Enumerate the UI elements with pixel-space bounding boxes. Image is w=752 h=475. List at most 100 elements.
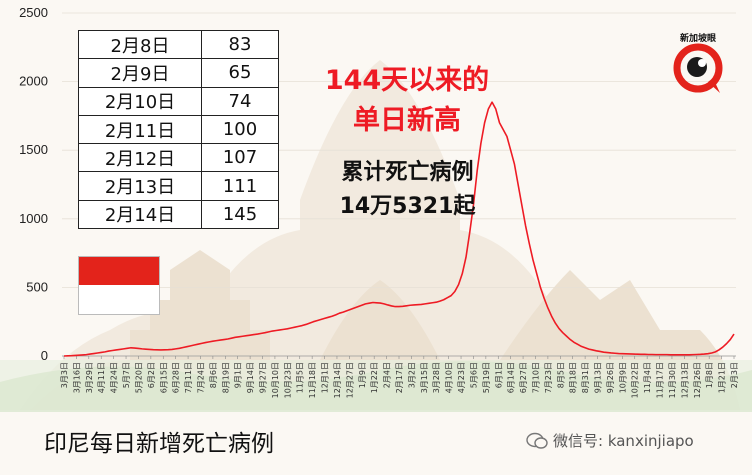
x-tick-label: 10月10日 xyxy=(271,362,280,398)
x-tick-label: 4月24日 xyxy=(110,362,119,393)
x-tick-label: 2月17日 xyxy=(395,362,404,393)
x-tick-label: 3月3日 xyxy=(60,362,69,388)
x-tick-label: 11月4日 xyxy=(643,362,652,393)
table-date-cell: 2月10日 xyxy=(78,86,202,116)
x-tick-label: 12月14日 xyxy=(333,362,342,398)
y-tick-label: 500 xyxy=(26,279,48,294)
x-tick-label: 11月30日 xyxy=(668,362,677,398)
x-tick-label: 5月20日 xyxy=(134,362,143,393)
x-tick-label: 3月29日 xyxy=(85,362,94,393)
x-tick-label: 12月26日 xyxy=(693,362,702,398)
table-date-cell: 2月9日 xyxy=(78,58,202,88)
recent-deaths-table: 2月8日 83 2月9日 65 2月10日 74 2月11日 100 2月12日 107 2月13日… xyxy=(78,29,279,230)
x-tick-label: 11月18日 xyxy=(308,362,317,398)
x-tick-label: 10月22日 xyxy=(631,362,640,398)
table-value-cell: 107 xyxy=(201,143,279,173)
x-tick-label: 9月1日 xyxy=(234,362,243,388)
table-date-cell: 2月11日 xyxy=(78,114,202,145)
table-row: 2月12日 107 xyxy=(78,143,279,173)
x-tick-label: 1月9日 xyxy=(358,362,367,388)
x-tick-label: 7月11日 xyxy=(184,362,193,393)
table-value-cell: 74 xyxy=(201,86,279,116)
logo-text: 新加坡眼 xyxy=(680,32,716,44)
x-tick-label: 12月13日 xyxy=(680,362,689,398)
indonesia-flag-icon xyxy=(78,256,160,315)
x-tick-label: 10月9日 xyxy=(618,362,627,393)
table-date-cell: 2月12日 xyxy=(78,143,202,173)
x-tick-label: 4月11日 xyxy=(97,362,106,393)
x-tick-label: 6月27日 xyxy=(519,362,528,393)
table-row: 2月14日 145 xyxy=(78,199,279,230)
x-tick-label: 8月18日 xyxy=(569,362,578,393)
x-tick-label: 3月2日 xyxy=(407,362,416,388)
y-axis-ticks: 0 500 1000 1500 2000 2500 xyxy=(19,5,48,363)
x-tick-label: 1月21日 xyxy=(718,362,727,393)
x-tick-label: 1月22日 xyxy=(370,362,379,393)
y-tick-label: 2500 xyxy=(19,5,48,20)
table-date-cell: 2月8日 xyxy=(78,29,202,60)
x-tick-label: 6月1日 xyxy=(494,362,503,388)
table-row: 2月10日 74 xyxy=(78,86,279,116)
x-tick-label: 4月23日 xyxy=(457,362,466,393)
x-tick-label: 10月23日 xyxy=(283,362,292,398)
y-tick-label: 1000 xyxy=(19,211,48,226)
x-tick-label: 6月14日 xyxy=(507,362,516,393)
y-tick-label: 1500 xyxy=(19,142,48,157)
x-tick-label: 1月8日 xyxy=(705,362,714,388)
x-tick-label: 9月26日 xyxy=(606,362,615,393)
headline-line1: 144天以来的 xyxy=(324,65,490,96)
x-tick-label: 9月13日 xyxy=(594,362,603,393)
x-tick-label: 11月5日 xyxy=(296,362,305,393)
x-tick-label: 3月28日 xyxy=(432,362,441,393)
figure-caption: 印尼每日新增死亡病例 xyxy=(44,431,274,457)
table-row: 2月11日 100 xyxy=(78,114,279,145)
y-tick-label: 2000 xyxy=(19,74,48,89)
x-tick-label: 8月6日 xyxy=(209,362,218,388)
table-row: 2月9日 65 xyxy=(78,58,279,88)
cumulative-line1: 累计死亡病例 xyxy=(341,160,474,185)
x-tick-label: 6月15日 xyxy=(159,362,168,393)
table-value-cell: 145 xyxy=(201,199,279,230)
x-tick-label: 9月14日 xyxy=(246,362,255,393)
headline-line2: 单日新高 xyxy=(353,105,461,136)
x-tick-label: 12月1日 xyxy=(321,362,330,393)
x-tick-label: 7月24日 xyxy=(196,362,205,393)
x-axis-ticks: 3月3日 3月16日 3月29日 4月11日 4月24日 5月7日 5月20日 6月2日 6月1… xyxy=(60,356,739,398)
wechat-icon xyxy=(526,432,548,449)
table-row: 2月8日 83 xyxy=(78,29,279,60)
wechat-id: 微信号: kanxinjiapo xyxy=(553,432,694,450)
x-tick-label: 6月2日 xyxy=(147,362,156,388)
x-tick-label: 6月28日 xyxy=(172,362,181,393)
x-tick-label: 9月27日 xyxy=(259,362,268,393)
table-date-cell: 2月14日 xyxy=(78,199,202,230)
x-tick-label: 5月6日 xyxy=(469,362,478,388)
x-tick-label: 3月15日 xyxy=(420,362,429,393)
x-tick-label: 8月31日 xyxy=(581,362,590,393)
table-row: 2月13日 111 xyxy=(78,171,279,201)
x-tick-label: 5月19日 xyxy=(482,362,491,393)
x-tick-label: 7月10日 xyxy=(531,362,540,393)
x-tick-label: 5月7日 xyxy=(122,362,131,388)
table-value-cell: 100 xyxy=(201,114,279,145)
x-tick-label: 8月5日 xyxy=(556,362,565,388)
cumulative-line2: 14万5321起 xyxy=(339,194,476,219)
x-tick-label: 7月23日 xyxy=(544,362,553,393)
table-value-cell: 111 xyxy=(201,171,279,201)
table-value-cell: 83 xyxy=(201,29,279,60)
x-tick-label: 2月4日 xyxy=(383,362,392,388)
x-tick-label: 2月3日 xyxy=(730,362,739,388)
x-tick-label: 11月17日 xyxy=(656,362,665,398)
series-line-daily-deaths xyxy=(63,101,735,357)
table-date-cell: 2月13日 xyxy=(78,171,202,201)
y-tick-label: 0 xyxy=(41,348,48,363)
x-tick-label: 12月27日 xyxy=(345,362,354,398)
x-tick-label: 4月10日 xyxy=(445,362,454,393)
x-tick-label: 3月16日 xyxy=(72,362,81,393)
x-tick-label: 8月19日 xyxy=(221,362,230,393)
wechat-watermark: 微信号: kanxinjiapo xyxy=(526,430,694,451)
brand-logo: 新加坡眼 xyxy=(673,32,723,93)
table-value-cell: 65 xyxy=(201,58,279,88)
